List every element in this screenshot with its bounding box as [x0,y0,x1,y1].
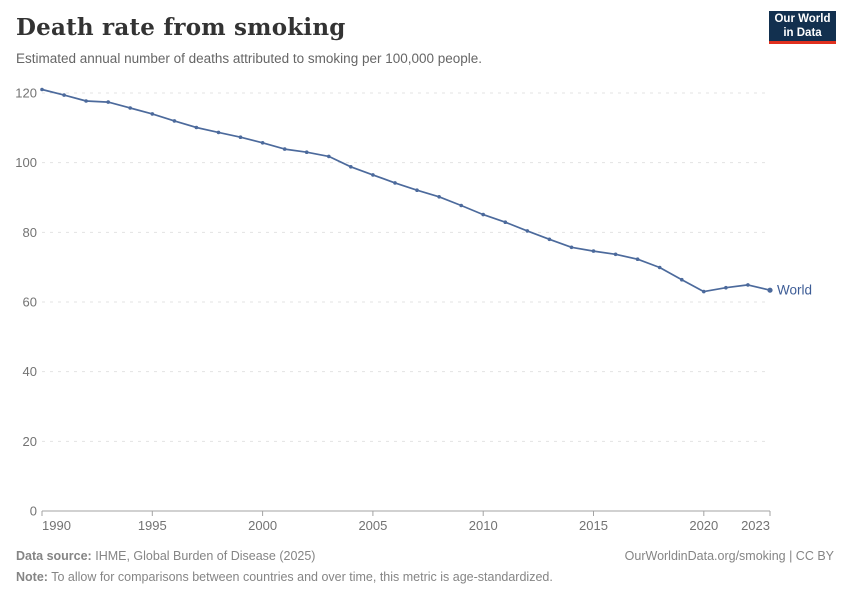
y-axis-label: 120 [15,86,37,101]
x-axis-label: 2023 [741,518,770,533]
data-point-marker [680,277,684,282]
note-line: Note: To allow for comparisons between c… [16,567,834,588]
data-point-marker [569,245,574,250]
world-series-line [41,88,771,293]
y-axis-label: 40 [23,364,37,379]
x-axis-label: 1995 [138,518,167,533]
data-point-marker [327,154,331,159]
data-point-marker [613,252,618,257]
data-point-marker [84,99,88,103]
citation-link[interactable]: OurWorldinData.org/smoking | CC BY [624,549,834,563]
chart-footer: Data source: IHME, Global Burden of Dise… [16,546,834,588]
y-axis-label: 20 [23,434,37,449]
logo-line2: in Data [783,27,822,39]
x-axis-label: 2010 [469,518,498,533]
note-text: To allow for comparisons between countri… [51,570,553,584]
data-point-marker [40,87,44,92]
data-point-marker [282,147,287,151]
data-point-marker [767,287,773,293]
world-series-label: World [777,283,812,298]
data-point-marker [238,135,243,139]
data-point-marker [481,212,486,217]
data-point-marker [349,165,353,169]
data-point-marker [106,100,110,104]
y-axis-label: 60 [23,295,37,310]
data-point-marker [724,285,728,290]
y-axis-label: 80 [23,225,37,240]
chart-plot-area[interactable]: 0 20 40 60 80 100 120 1990 1995 2000 2005 2010 2015 2… [0,0,850,545]
chart-subtitle: Estimated annual number of deaths attrib… [16,51,483,66]
data-point-marker [304,150,309,154]
data-point-marker [150,112,155,116]
data-point-marker [547,237,552,242]
data-point-marker [635,257,640,262]
logo-line1: Our World [774,12,831,25]
y-axis-label: 100 [15,155,37,170]
data-point-marker [525,229,530,233]
data-point-marker [591,249,596,253]
data-point-marker [260,141,265,145]
data-source-text: IHME, Global Burden of Disease (2025) [95,549,316,563]
data-point-marker [657,265,662,270]
data-point-marker [172,119,177,123]
data-point-marker [128,106,132,110]
data-source-line: Data source: IHME, Global Burden of Dise… [16,546,315,567]
data-point-marker [702,289,706,294]
page-title: Death rate from smoking [16,14,346,41]
data-point-marker [503,220,508,224]
x-axis-label: 1990 [42,518,71,533]
x-axis-label: 2020 [689,518,718,533]
data-point-marker [459,203,464,208]
x-axis-label: 2000 [248,518,277,533]
data-point-marker [415,188,419,192]
data-point-marker [216,130,221,135]
data-point-marker [62,93,66,97]
data-point-marker [393,181,397,185]
y-axis-label: 0 [30,504,37,519]
x-axis-label: 2005 [358,518,387,533]
note-label: Note: [16,570,48,584]
data-point-marker [371,173,375,177]
owid-logo[interactable]: Our World in Data [769,11,836,44]
data-source-label: Data source: [16,549,92,563]
data-point-marker [746,283,750,287]
x-axis-label: 2015 [579,518,608,533]
data-point-marker [437,195,441,199]
line-chart-svg: 0 20 40 60 80 100 120 1990 1995 2000 2005 2010 2015 2… [15,86,812,534]
data-point-marker [194,125,199,130]
